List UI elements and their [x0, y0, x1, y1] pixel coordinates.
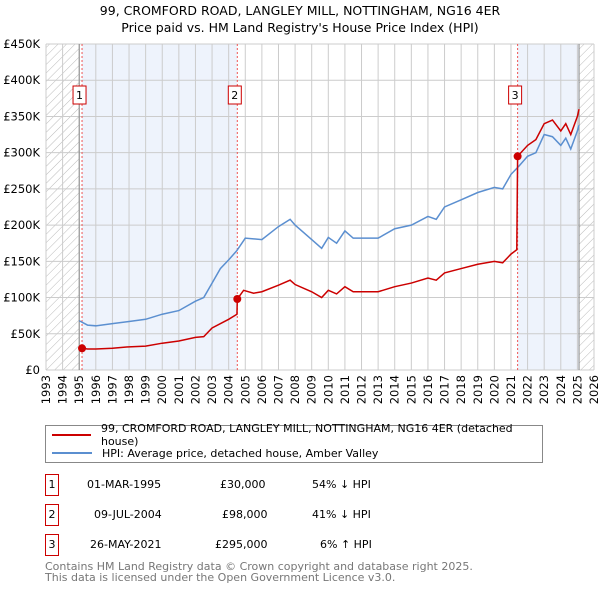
x-tick-label: 2024	[554, 375, 568, 404]
y-tick-label: £400K	[3, 73, 40, 87]
x-tick-label: 1996	[89, 375, 103, 404]
sale-marker-box	[227, 85, 242, 105]
legend-item-hpi: HPI: Average price, detached house, Ambe…	[52, 444, 378, 462]
sale-date: 09-JUL-2004	[94, 508, 162, 521]
legend-swatch-blue	[52, 452, 92, 454]
x-tick-label: 2019	[471, 375, 485, 404]
x-tick-label: 2016	[421, 375, 435, 404]
y-tick-label: £300K	[3, 146, 40, 160]
y-tick-label: £50K	[11, 327, 41, 341]
hpi-line	[78, 124, 580, 327]
y-tick-label: £200K	[3, 218, 40, 232]
sale-hpi: 54% ↓ HPI	[312, 478, 371, 491]
sale-marker-box	[72, 85, 87, 105]
x-tick-label: 2003	[205, 375, 219, 404]
no-data-hatch	[579, 44, 594, 370]
sale-marker-label: 1	[76, 89, 83, 102]
x-tick-label: 2015	[404, 375, 418, 404]
x-tick-label: 2000	[155, 375, 169, 404]
property-price-line	[81, 109, 580, 350]
x-tick-label: 2012	[355, 375, 369, 404]
sale-date: 26-MAY-2021	[90, 538, 162, 551]
x-tick-label: 2011	[338, 375, 352, 404]
x-tick-label: 2010	[321, 375, 335, 404]
sale-hpi: 6% ↑ HPI	[320, 538, 372, 551]
sale-period-shade	[82, 44, 238, 370]
sale-marker-label: 3	[512, 89, 519, 102]
x-tick-label: 2021	[504, 375, 518, 404]
price-chart: 1993 1994 1995 1996 1997 1998 1999 2000 2001 2002…	[3, 37, 600, 404]
sale-marker-label: 3	[45, 534, 59, 556]
legend-label: 99, CROMFORD ROAD, LANGLEY MILL, NOTTING…	[100, 422, 513, 448]
chart-title: 99, CROMFORD ROAD, LANGLEY MILL, NOTTING…	[99, 3, 501, 18]
sale-point	[513, 152, 522, 161]
x-tick-label: 1994	[56, 375, 70, 404]
x-tick-label: 2004	[222, 375, 236, 404]
x-tick-label: 1993	[39, 375, 53, 404]
x-tick-label: 2026	[587, 375, 600, 404]
x-tick-label: 2008	[288, 375, 302, 404]
x-tick-label: 2009	[305, 375, 319, 404]
sale-point	[233, 295, 242, 304]
sale-marker-label: 2	[45, 504, 59, 526]
sale-price: £30,000	[220, 478, 266, 491]
x-tick-label: 2023	[537, 375, 551, 404]
x-tick-label: 2006	[255, 375, 269, 404]
y-tick-label: £250K	[3, 182, 40, 196]
x-tick-label: 2020	[487, 375, 501, 404]
y-tick-label: £450K	[3, 37, 40, 51]
x-tick-label: 2025	[570, 375, 584, 404]
sale-marker-label: 1	[45, 474, 59, 496]
x-tick-label: 2018	[454, 375, 468, 404]
sale-price: £98,000	[222, 508, 268, 521]
y-tick-label: £0	[25, 363, 40, 377]
x-tick-label: 2022	[521, 375, 535, 404]
x-tick-label: 2013	[371, 375, 385, 404]
sale-marker-label: 2	[231, 89, 238, 102]
x-tick-label: 1999	[139, 375, 153, 404]
x-tick-label: 1997	[105, 375, 119, 404]
y-tick-label: £350K	[3, 109, 40, 123]
sale-point	[78, 344, 87, 353]
x-tick-label: 2017	[438, 375, 452, 404]
legend-label: HPI: Average price, detached house, Ambe…	[102, 446, 379, 460]
y-tick-label: £150K	[3, 254, 40, 268]
legend-swatch-red	[52, 434, 91, 436]
sale-price: £295,000	[215, 538, 268, 551]
sale-hpi: 41% ↓ HPI	[312, 508, 371, 521]
sale-date: 01-MAR-1995	[87, 478, 162, 491]
sale-marker-box	[508, 85, 523, 105]
legend-item-property: 99, CROMFORD ROAD, LANGLEY MILL, NOTTING…	[52, 422, 542, 448]
x-tick-label: 1995	[72, 375, 86, 404]
x-tick-label: 2002	[188, 375, 202, 404]
footer-licence: This data is licensed under the Open Gov…	[45, 571, 396, 584]
x-tick-label: 2007	[271, 375, 285, 404]
chart-subtitle: Price paid vs. HM Land Registry's House …	[121, 20, 479, 35]
x-tick-label: 2005	[238, 375, 252, 404]
sale-period-shade	[517, 44, 580, 370]
legend: 99, CROMFORD ROAD, LANGLEY MILL, NOTTING…	[45, 422, 543, 463]
y-tick-label: £100K	[3, 291, 40, 305]
footer-copyright: Contains HM Land Registry data © Crown c…	[45, 560, 473, 573]
x-tick-label: 2014	[388, 375, 402, 404]
x-tick-label: 2001	[172, 375, 186, 404]
x-tick-label: 1998	[122, 375, 136, 404]
